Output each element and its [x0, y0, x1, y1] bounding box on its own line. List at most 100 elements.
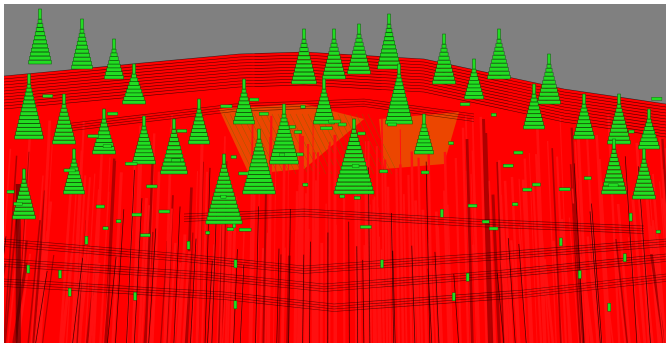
tree-tier — [135, 148, 153, 153]
tree-tier — [638, 171, 650, 176]
terrace-edge — [183, 211, 645, 229]
tree-tier — [78, 33, 86, 38]
tree-tier — [72, 61, 92, 66]
tree-tier — [381, 48, 397, 53]
tree-tier — [79, 29, 85, 34]
green-block — [320, 126, 333, 130]
tree-tier — [16, 199, 32, 204]
tree-spire — [112, 38, 116, 50]
tree-spire — [282, 103, 286, 115]
terrace-edge — [183, 208, 645, 227]
pillar-line — [144, 158, 154, 343]
green-peg — [380, 259, 384, 269]
green-block — [102, 144, 112, 148]
terrace-edge — [4, 243, 666, 272]
tree-tier — [14, 135, 44, 140]
tree-tier — [217, 180, 231, 185]
tree-tier — [527, 109, 541, 114]
tree-spire — [142, 115, 146, 127]
pillar-line — [500, 259, 509, 343]
tree-tier — [241, 89, 247, 94]
tree-tier — [491, 59, 507, 64]
green-tree — [487, 28, 511, 80]
tree-tier — [139, 133, 149, 138]
tree-tier — [162, 162, 186, 167]
green-block — [522, 187, 532, 192]
green-peg — [233, 259, 238, 269]
tree-tier — [393, 89, 405, 94]
tree-tier — [528, 105, 540, 110]
tree-tier — [130, 77, 138, 82]
pillar-shadow — [589, 211, 601, 343]
pillar-line — [74, 175, 87, 343]
tree-tier — [65, 182, 83, 187]
tree-tier — [385, 120, 413, 125]
pillar-line — [226, 200, 233, 343]
pillar-line — [266, 167, 272, 343]
green-block — [360, 225, 372, 229]
tree-tier — [386, 24, 392, 29]
tree-tier — [280, 117, 288, 122]
pillar-line — [607, 115, 621, 343]
tree-tier — [601, 190, 627, 195]
green-block — [467, 204, 478, 208]
tree-tier — [240, 93, 248, 98]
pillar-shadow — [255, 206, 259, 343]
scene-canvas[interactable] — [4, 4, 666, 343]
tree-tier — [616, 104, 622, 109]
green-block — [296, 152, 304, 157]
pillar-shadow — [507, 238, 516, 343]
tree-spire — [442, 33, 446, 45]
green-tree — [347, 23, 371, 75]
green-tree — [242, 128, 276, 195]
pillar-shadow — [624, 156, 638, 343]
tree-tier — [317, 104, 331, 109]
tree-tier — [278, 125, 290, 130]
tree-tier — [95, 138, 113, 143]
tree-tier — [18, 191, 30, 196]
tree-tier — [531, 94, 537, 99]
tree-tier — [191, 128, 207, 133]
tree-tier — [610, 128, 628, 133]
tree-tier — [323, 71, 345, 76]
green-tree — [464, 58, 484, 100]
green-tree — [632, 148, 656, 200]
tree-tier — [220, 168, 228, 173]
tree-tier — [580, 108, 588, 113]
tree-spire — [582, 93, 586, 105]
pillar-line — [616, 203, 631, 343]
pillar-shadow — [190, 238, 197, 343]
pillar-line — [173, 262, 182, 343]
tree-tier — [493, 51, 505, 56]
pillar-line — [659, 181, 666, 268]
tree-tier — [301, 39, 307, 44]
tree-tier — [126, 89, 142, 93]
pillar-line — [186, 232, 194, 343]
tree-tier — [351, 129, 357, 134]
tree-tier — [193, 120, 205, 125]
green-tree — [573, 93, 595, 140]
pillar-line — [4, 148, 12, 257]
green-peg — [559, 237, 563, 247]
tree-tier — [393, 85, 405, 90]
terrace-edge — [63, 98, 475, 125]
tree-tier — [468, 80, 480, 85]
tree-tier — [273, 144, 295, 149]
tree-tier — [275, 137, 293, 142]
tree-spire — [222, 153, 226, 165]
pillar-shadow — [115, 209, 125, 343]
pillar-line — [414, 200, 421, 343]
tree-tier — [297, 55, 311, 60]
green-block — [158, 209, 171, 214]
tree-tier — [635, 183, 653, 188]
pillar-shadow — [453, 273, 459, 343]
pillar-line — [34, 208, 47, 343]
pillar-line — [551, 148, 562, 343]
tree-tier — [414, 150, 434, 155]
tree-spire — [197, 98, 201, 110]
tree-tier — [296, 59, 312, 64]
tree-tier — [23, 95, 35, 100]
pillar-shadow — [207, 260, 213, 343]
tree-tier — [96, 134, 112, 139]
green-block — [491, 113, 497, 117]
